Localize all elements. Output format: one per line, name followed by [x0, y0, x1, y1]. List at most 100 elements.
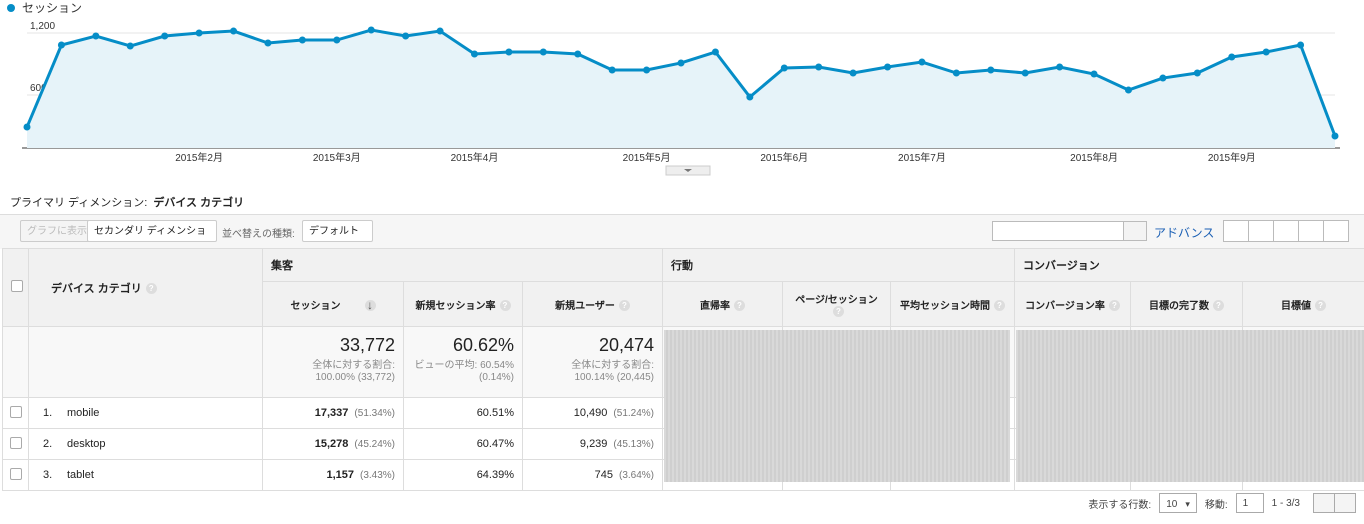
row-name: desktop: [67, 438, 106, 450]
new-users: 10,490: [573, 407, 608, 419]
header-text: デバイス カテゴリ: [51, 283, 157, 295]
blurred-region: [664, 330, 1010, 482]
point: [23, 123, 31, 131]
total-note: (0.14%): [478, 372, 514, 383]
new-users-share: (45.13%): [613, 439, 654, 450]
total-note: 全体に対する割合:: [312, 360, 395, 371]
legend-dot: [7, 4, 15, 12]
cell: 60.51%: [403, 397, 523, 429]
plot-button: グラフに表示: [20, 220, 94, 242]
blurred-region: [1016, 330, 1364, 482]
point: [884, 63, 892, 71]
point: [815, 63, 823, 71]
advanced-link[interactable]: アドバンス: [1154, 226, 1215, 240]
cell: 9,239 (45.13%): [522, 428, 663, 460]
new-rate: 60.51%: [476, 407, 514, 419]
view-bar[interactable]: [1273, 220, 1299, 242]
select-all: [2, 248, 29, 327]
checkbox[interactable]: [9, 405, 22, 418]
checkbox[interactable]: [9, 467, 22, 480]
sort-select[interactable]: デフォルト: [302, 220, 373, 242]
point: [195, 29, 203, 37]
view-pie[interactable]: [1248, 220, 1274, 242]
total-note: ビューの平均: 60.54%: [414, 360, 514, 371]
point: [470, 50, 478, 58]
primary-dimension: プライマリ ディメンション: デバイス カテゴリ: [10, 194, 244, 210]
dimension-value[interactable]: デバイス カテゴリ: [153, 197, 245, 209]
total-note: 100.14% (20,445): [574, 372, 654, 383]
header-text: 新規セッション率: [416, 301, 511, 312]
area: [27, 30, 1335, 148]
total-note: 100.00% (33,772): [315, 372, 395, 383]
point: [608, 66, 616, 74]
total-cell: 60.62% ビューの平均: 60.54% (0.14%): [403, 326, 523, 398]
point: [952, 69, 960, 77]
sessions: 15,278: [314, 438, 349, 450]
cell: [2, 459, 29, 491]
x-tick-label: 2015年9月: [1208, 151, 1256, 164]
checkbox[interactable]: [9, 436, 22, 449]
total-note: 全体に対する割合:: [571, 360, 654, 371]
header-text: コンバージョン率: [1025, 301, 1120, 312]
point: [230, 27, 238, 35]
range: 1 - 3/3: [1271, 497, 1300, 509]
y-tick-label: 1,200: [30, 21, 55, 32]
group-header: 行動: [662, 248, 1015, 282]
point: [402, 32, 410, 40]
point: [574, 50, 582, 58]
sort-label: 並べ替えの種類:: [222, 229, 295, 240]
view-table[interactable]: [1223, 220, 1249, 242]
column-header: 平均セッション時間: [890, 281, 1015, 327]
point: [1124, 86, 1132, 94]
header-text: セッション: [291, 301, 376, 312]
column-header: 目標の完了数: [1130, 281, 1243, 327]
view-switcher: [1223, 220, 1349, 242]
group-header: 集客: [262, 248, 663, 282]
row-index: 1.: [43, 407, 53, 419]
point: [643, 66, 651, 74]
point: [918, 58, 926, 66]
rows-label: 表示する行数:: [1088, 499, 1152, 511]
y-tick-label: 600: [30, 83, 47, 94]
toolbar: グラフに表示 セカンダリ ディメンション 並べ替えの種類: デフォルト アドバン…: [0, 214, 1364, 260]
cell: 10,490 (51.24%): [522, 397, 663, 429]
next-page[interactable]: [1334, 493, 1356, 513]
secondary-dimension[interactable]: セカンダリ ディメンション: [87, 220, 217, 260]
rows-select[interactable]: 10: [1159, 493, 1197, 513]
cell: [2, 397, 29, 429]
header-text: 新規ユーザー: [555, 301, 630, 312]
column-header: 新規セッション率: [403, 281, 523, 327]
point: [1021, 69, 1029, 77]
new-users: 9,239: [579, 438, 608, 450]
header-text: ページ/セッション: [795, 295, 878, 317]
point: [1159, 74, 1167, 82]
prev-page[interactable]: [1313, 493, 1335, 513]
point: [161, 32, 169, 40]
goto-input[interactable]: 1: [1235, 493, 1264, 513]
view-compare[interactable]: [1298, 220, 1324, 242]
row-name: tablet: [67, 469, 94, 481]
checkbox[interactable]: [11, 280, 23, 292]
sort-value: デフォルト: [309, 226, 359, 237]
cell: 745 (3.64%): [522, 459, 663, 491]
header-text: 直帰率: [700, 301, 745, 312]
search-box[interactable]: [992, 221, 1147, 241]
row-name: mobile: [67, 407, 100, 419]
point: [1331, 132, 1339, 140]
sessions-share: (3.43%): [359, 470, 395, 481]
header-text: 目標の完了数: [1149, 301, 1224, 312]
sessions: 1,157: [326, 469, 354, 481]
chart-toggle-icon: [684, 169, 692, 172]
new-rate: 60.47%: [476, 438, 514, 450]
row-index: 3.: [43, 469, 53, 481]
cell: [2, 428, 29, 460]
point: [539, 48, 547, 56]
view-pivot[interactable]: [1323, 220, 1349, 242]
legend-label: セッション: [22, 1, 82, 15]
point: [57, 41, 65, 49]
cell: 60.47%: [403, 428, 523, 460]
row-index: 2.: [43, 438, 53, 450]
column-header: 直帰率: [662, 281, 783, 327]
